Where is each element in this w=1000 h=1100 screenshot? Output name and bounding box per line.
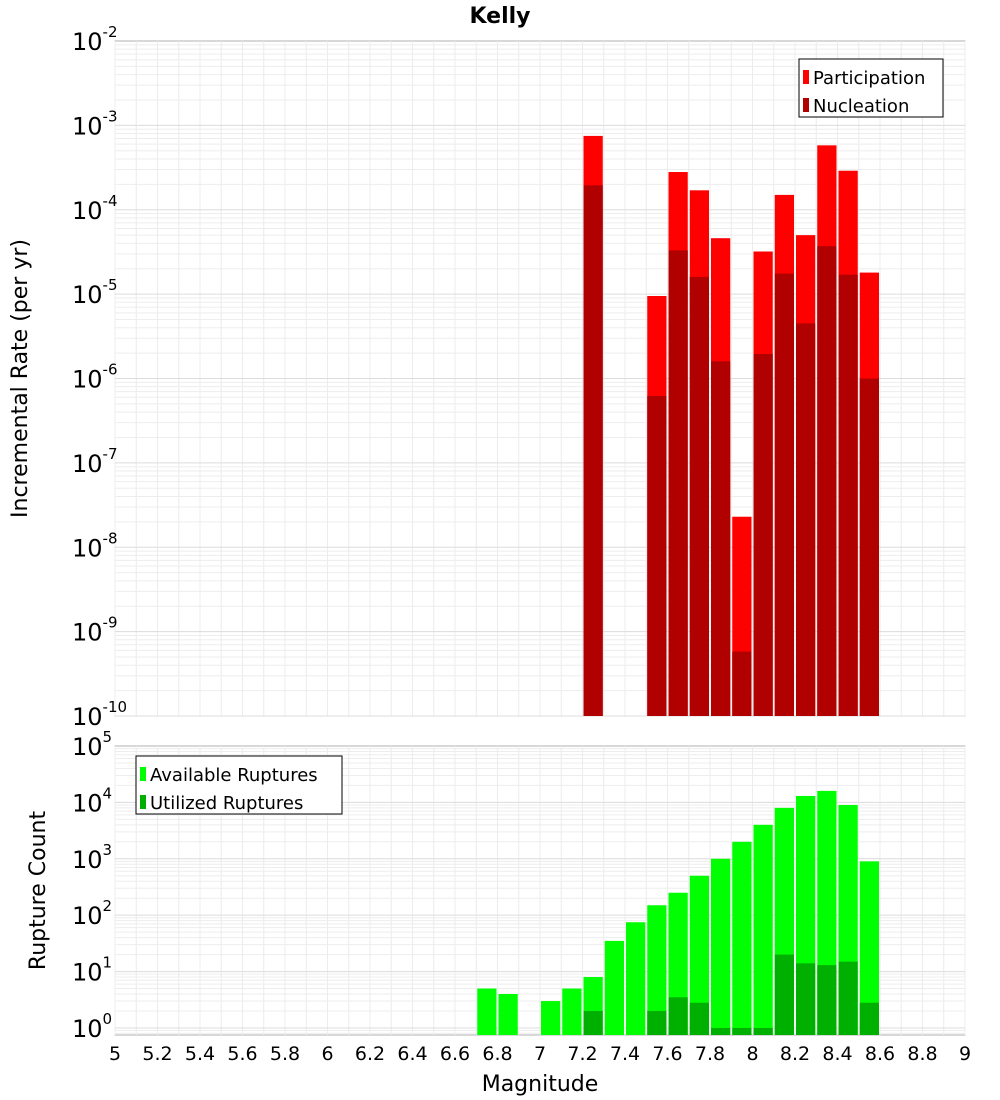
count-bar-s2	[753, 1027, 773, 1035]
x-tick-label: 6.8	[482, 1043, 512, 1065]
x-tick-label: 8.4	[822, 1043, 852, 1065]
rate-bar-s2	[774, 273, 794, 716]
count-bar-s2	[859, 1002, 879, 1035]
rate-y-tick-label: 10-7	[72, 445, 118, 478]
rate-y-tick-label: 10-9	[72, 614, 118, 647]
x-tick-label: 5	[109, 1043, 121, 1065]
count-legend-swatch	[140, 767, 146, 781]
count-bar-s1	[626, 922, 646, 1035]
count-legend-label: Utilized Ruptures	[150, 793, 303, 814]
x-tick-label: 6.6	[440, 1043, 470, 1065]
count-bar-s2	[583, 1010, 603, 1035]
count-bar-s1	[498, 994, 518, 1035]
count-legend-box	[135, 755, 343, 815]
x-tick-label: 7	[534, 1043, 546, 1065]
count-y-tick-label: 105	[72, 728, 112, 761]
x-tick-label: 7.4	[610, 1043, 640, 1065]
rate-y-tick-label: 10-4	[72, 192, 118, 225]
x-tick-label: 8.8	[907, 1043, 937, 1065]
count-bar-s1	[562, 988, 582, 1035]
rate-y-tick-label: 10-6	[72, 361, 118, 394]
rate-y-axis-title: Incremental Rate (per yr)	[8, 239, 33, 518]
rate-panel: 10-10 10-9 10-8 10-7 10-6 10-5 10-4 10-3 10-2 In…	[8, 23, 966, 731]
x-axis-title: Magnitude	[482, 1072, 599, 1097]
rate-bar-s2	[647, 396, 667, 716]
count-bar-s1	[604, 940, 624, 1035]
x-tick-label: 8	[746, 1043, 758, 1065]
count-y-tick-label: 101	[72, 954, 112, 987]
x-tick-label: 6	[321, 1043, 333, 1065]
x-tick-label: 8.2	[780, 1043, 810, 1065]
rate-legend-swatch	[803, 98, 809, 112]
count-y-tick-label: 102	[72, 897, 112, 930]
rate-grid	[114, 41, 966, 717]
rate-y-tick-label: 10-10	[72, 698, 127, 731]
x-tick-label: 5.8	[270, 1043, 300, 1065]
count-bar-s2	[711, 1027, 731, 1035]
rate-bar-s2	[753, 354, 773, 716]
rate-legend-swatch	[803, 70, 809, 84]
count-legend-label: Available Ruptures	[150, 765, 318, 786]
rate-y-tick-label: 10-8	[72, 529, 118, 562]
rate-bar-s2	[668, 250, 688, 717]
count-bar-s1	[689, 875, 709, 1035]
count-bar-s2	[817, 965, 837, 1035]
rate-legend-label: Nucleation	[813, 96, 909, 117]
rate-legend: Participation Nucleation	[798, 58, 944, 118]
count-bar-s1	[711, 858, 731, 1035]
count-bar-s2	[689, 1002, 709, 1035]
rate-bar-s2	[817, 246, 837, 716]
count-bar-s1	[541, 1001, 561, 1035]
count-y-ticks: 100 101 102 103 104 105	[72, 728, 112, 1043]
rate-bar-s2	[732, 651, 752, 716]
rate-y-tick-label: 10-2	[72, 23, 118, 56]
rate-bar-s2	[583, 185, 603, 717]
magnitude-x-ticks: 5 5.2 5.4 5.6 5.8 6 6.2 6.4 6.6 6.8 7 7.2 7.4 7.6 7.8 8…	[109, 1043, 971, 1065]
count-bar-s2	[796, 963, 816, 1035]
rate-legend-label: Participation	[813, 68, 925, 89]
rate-y-tick-label: 10-3	[72, 107, 118, 140]
x-tick-label: 7.2	[567, 1043, 597, 1065]
count-bar-s1	[477, 988, 497, 1035]
chart-title: Kelly	[469, 4, 530, 29]
rate-bars	[583, 135, 879, 717]
rate-legend-box	[798, 58, 944, 118]
count-bar-s1	[753, 824, 773, 1035]
rate-bar-s2	[859, 378, 879, 716]
count-y-tick-label: 103	[72, 841, 112, 874]
count-bar-s2	[668, 997, 688, 1035]
x-tick-label: 6.2	[355, 1043, 385, 1065]
x-tick-label: 6.4	[397, 1043, 427, 1065]
rate-bar-s2	[711, 361, 731, 716]
rate-y-tick-label: 10-5	[72, 276, 118, 309]
x-tick-label: 5.2	[142, 1043, 172, 1065]
count-bar-s2	[647, 1010, 667, 1035]
count-bar-s2	[774, 954, 794, 1035]
x-tick-label: 7.6	[652, 1043, 682, 1065]
count-bar-s1	[732, 841, 752, 1035]
x-tick-label: 8.6	[865, 1043, 895, 1065]
rate-bar-s2	[838, 274, 858, 716]
count-y-axis-title: Rupture Count	[26, 811, 51, 971]
count-y-tick-label: 100	[72, 1010, 112, 1043]
count-legend-swatch	[140, 795, 146, 809]
x-tick-label: 5.6	[227, 1043, 257, 1065]
count-panel: 100 101 102 103 104 105 Rupture Count Availab…	[26, 728, 966, 1043]
rate-bar-s2	[689, 276, 709, 716]
count-y-tick-label: 104	[72, 784, 112, 817]
x-tick-label: 5.4	[185, 1043, 215, 1065]
count-bar-s1	[647, 905, 667, 1035]
x-tick-label: 9	[959, 1043, 971, 1065]
x-tick-label: 7.8	[695, 1043, 725, 1065]
count-bar-s2	[838, 961, 858, 1035]
count-legend: Available Ruptures Utilized Ruptures	[135, 755, 343, 815]
count-bars	[477, 790, 879, 1035]
rate-bar-s2	[796, 323, 816, 716]
count-bar-s1	[859, 861, 879, 1035]
count-bar-s2	[732, 1027, 752, 1035]
